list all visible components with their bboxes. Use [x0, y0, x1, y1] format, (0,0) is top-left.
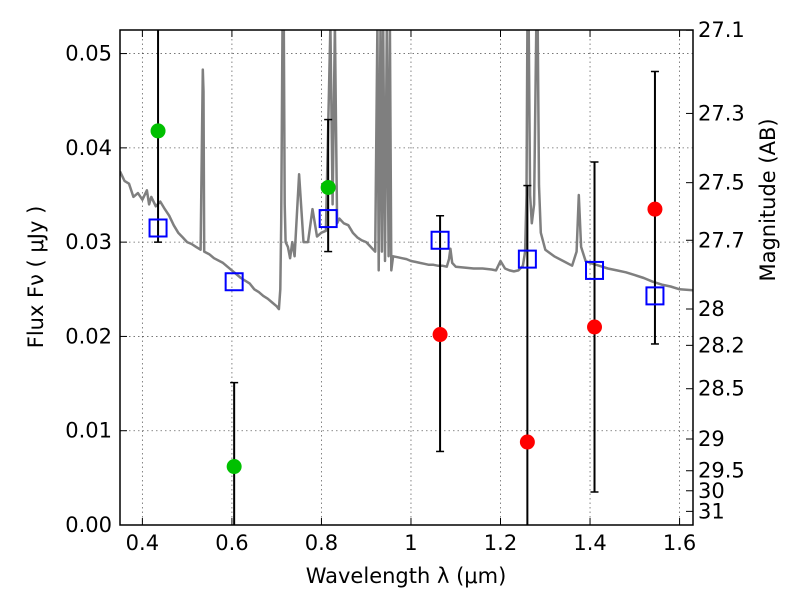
observed-flux-point	[226, 459, 242, 475]
y-tick-label: 0.03	[65, 230, 112, 254]
mag-tick-label: 30	[698, 479, 725, 503]
plot-frame	[119, 29, 694, 526]
observed-flux-point	[320, 179, 336, 195]
y-axis-title: Flux Fν ( μJy )	[24, 206, 48, 349]
mag-tick-label: 31	[698, 499, 725, 523]
mag-tick-label: 27.1	[698, 18, 745, 42]
right-axis-title: Magnitude (AB)	[756, 118, 780, 281]
x-tick-label: 1.6	[663, 531, 696, 555]
y-tick-label: 0.00	[65, 513, 112, 537]
observed-flux-point	[519, 434, 535, 450]
mag-tick-label: 28.5	[698, 377, 745, 401]
model-photometry-square	[585, 260, 605, 280]
mag-tick-label: 29	[698, 427, 725, 451]
model-photometry-square	[224, 272, 244, 292]
x-axis-title: Wavelength λ (μm)	[306, 564, 507, 588]
mag-tick-label: 28.2	[698, 333, 745, 357]
observed-flux-point	[432, 327, 448, 343]
plot-area	[120, 30, 693, 525]
y-tick-label: 0.01	[65, 419, 112, 443]
x-tick-label: 0.4	[126, 531, 159, 555]
x-tick-label: 0.6	[215, 531, 248, 555]
mag-tick-label: 27.5	[698, 171, 745, 195]
mag-tick-label: 29.5	[698, 459, 745, 483]
x-tick-label: 1.2	[484, 531, 517, 555]
y-tick-label: 0.02	[65, 324, 112, 348]
x-tick-label: 1	[404, 531, 417, 555]
model-photometry-square	[517, 249, 537, 269]
y-tick-label: 0.04	[65, 136, 112, 160]
mag-tick-label: 27.3	[698, 101, 745, 125]
model-spectrum-line	[120, 30, 693, 311]
observed-flux-point	[587, 319, 603, 335]
observed-flux-point	[150, 123, 166, 139]
x-tick-label: 1.4	[573, 531, 606, 555]
x-tick-label: 0.8	[305, 531, 338, 555]
axes: 0.4 0.6 0.8 1 1.2 1.4 1.6 0.00 0.01 0.02 0.03 0.04 0…	[65, 18, 745, 555]
model-photometry-square	[430, 230, 450, 250]
mag-tick-label: 28	[698, 297, 725, 321]
model-photometry-square	[318, 209, 338, 229]
y-tick-label: 0.05	[65, 42, 112, 66]
grid-lines	[120, 30, 693, 526]
observed-flux-point	[647, 201, 663, 217]
model-photometry-square	[148, 218, 168, 238]
model-photometry-square	[645, 286, 665, 306]
mag-tick-label: 27.7	[698, 228, 745, 252]
